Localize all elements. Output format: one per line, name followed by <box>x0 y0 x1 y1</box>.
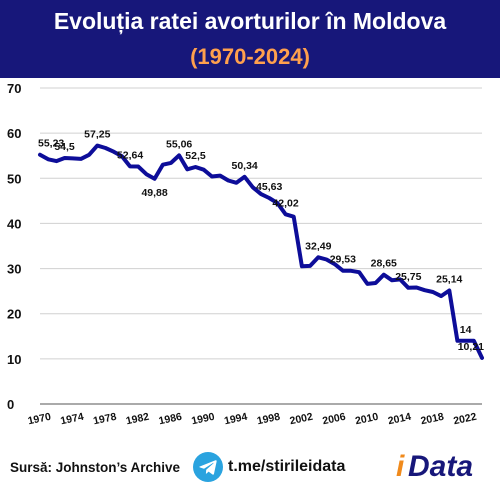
y-tick-label: 40 <box>7 216 21 231</box>
data-label: 28,65 <box>371 258 397 270</box>
data-label: 25,75 <box>395 271 421 283</box>
y-tick-label: 0 <box>7 397 14 412</box>
header-banner: Evoluția ratei avorturilor în Moldova (1… <box>0 0 500 78</box>
data-label: 45,63 <box>256 181 282 193</box>
x-tick-label: 2010 <box>354 411 379 428</box>
x-tick-label: 2006 <box>321 411 346 428</box>
x-tick-label: 2018 <box>420 411 445 428</box>
data-label: 49,88 <box>141 187 167 199</box>
x-tick-label: 2002 <box>289 411 314 428</box>
x-tick-label: 1974 <box>59 411 84 428</box>
telegram-icon <box>193 452 223 482</box>
telegram-link[interactable]: t.me/stirileidata <box>228 458 346 475</box>
chart-subtitle: (1970-2024) <box>190 44 310 69</box>
source-text: Sursă: Johnston’s Archive <box>10 460 181 475</box>
chart-title: Evoluția ratei avorturilor în Moldova <box>53 8 447 34</box>
y-tick-label: 30 <box>7 262 21 277</box>
data-label: 10,21 <box>458 341 484 353</box>
data-label: 52,5 <box>185 150 206 162</box>
data-label: 42,02 <box>272 197 298 209</box>
footer: Sursă: Johnston’s Archive t.me/stirileid… <box>0 448 500 500</box>
idata-logo: i Data <box>396 450 496 484</box>
y-tick-label: 60 <box>7 126 21 141</box>
y-tick-label: 70 <box>7 81 21 96</box>
x-tick-label: 1994 <box>223 411 248 428</box>
data-label: 50,34 <box>231 160 257 172</box>
data-label: 57,25 <box>84 129 110 141</box>
x-tick-label: 1986 <box>158 411 183 428</box>
data-label: 14 <box>460 324 472 336</box>
data-label: 32,49 <box>305 240 331 252</box>
y-tick-label: 20 <box>7 307 21 322</box>
x-tick-label: 1978 <box>92 411 117 428</box>
x-tick-label: 2022 <box>452 411 477 428</box>
x-tick-label: 1982 <box>125 411 150 428</box>
x-tick-label: 1998 <box>256 411 281 428</box>
logo-text: Data <box>408 450 474 483</box>
data-label: 29,53 <box>330 254 356 266</box>
y-tick-label: 10 <box>7 352 21 367</box>
data-label: 52,64 <box>117 149 143 161</box>
series-line <box>38 143 484 360</box>
logo-i: i <box>396 450 405 483</box>
data-label: 55,23 <box>38 138 64 150</box>
line-chart: 0 10 20 30 40 50 60 70 1970 1974 1978 1982 1986 1990 1… <box>7 81 484 428</box>
x-tick-label: 1990 <box>190 411 215 428</box>
data-label: 55,06 <box>166 138 192 150</box>
x-tick-label: 2014 <box>387 411 412 428</box>
data-label: 25,14 <box>436 274 462 286</box>
x-tick-label: 1970 <box>27 411 52 428</box>
data-label: 54,5 <box>54 141 75 153</box>
y-tick-label: 50 <box>7 171 21 186</box>
